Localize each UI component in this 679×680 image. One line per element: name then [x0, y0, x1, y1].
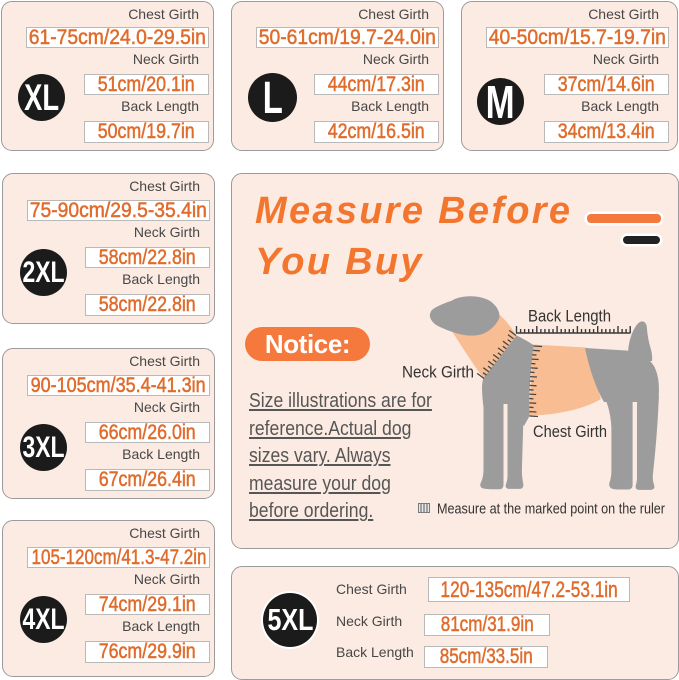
svg-text:Chest Girth: Chest Girth	[533, 423, 607, 441]
svg-text:Back Length: Back Length	[528, 308, 611, 326]
svg-text:Neck Girth: Neck Girth	[402, 364, 474, 382]
svg-text:Measure at the marked point on: Measure at the marked point on the ruler	[437, 501, 665, 518]
